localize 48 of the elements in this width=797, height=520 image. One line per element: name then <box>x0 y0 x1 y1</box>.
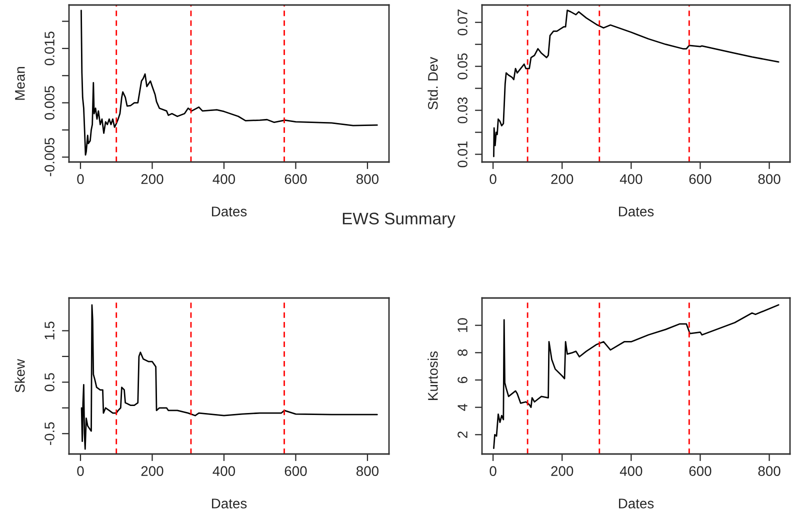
line-series <box>493 10 780 158</box>
x-tick-label: 600 <box>284 466 307 476</box>
x-tick-label: 400 <box>212 174 236 184</box>
x-tick-label: 0 <box>77 466 84 476</box>
y-tick-label: -0.5 <box>44 422 54 445</box>
y-tick-label: 0.5 <box>44 373 54 392</box>
y-tick-label: 0.07 <box>458 10 468 36</box>
y-axis-title: Mean <box>15 67 25 100</box>
x-tick-label: 400 <box>620 466 642 476</box>
line-series <box>80 304 378 450</box>
x-tick-label: 800 <box>758 466 780 476</box>
x-tick-label: 200 <box>141 466 164 476</box>
y-axis-title: Kurtosis <box>428 351 438 400</box>
x-tick-label: 200 <box>551 466 574 476</box>
x-tick-label: 200 <box>551 174 574 184</box>
y-tick-label: 0.05 <box>458 53 468 80</box>
x-tick-label: 800 <box>758 174 780 184</box>
y-axis-title: Skew <box>14 358 25 392</box>
y-tick-label: 8 <box>458 349 468 356</box>
x-axis-title: Dates <box>212 206 247 216</box>
y-tick-label: 0.005 <box>44 86 54 120</box>
y-axis-title: Std. Dev <box>428 56 438 110</box>
x-tick-label: 400 <box>620 174 642 184</box>
line-series <box>80 10 378 156</box>
x-tick-label: 600 <box>689 174 712 184</box>
y-tick-label: 0.015 <box>44 32 54 66</box>
x-tick-label: 0 <box>490 466 496 476</box>
y-tick-label: 1.5 <box>44 322 54 340</box>
x-tick-label: 600 <box>284 174 307 184</box>
line-series <box>493 304 780 450</box>
y-tick-label: 2 <box>458 431 468 438</box>
x-tick-label: 0 <box>77 174 84 184</box>
y-tick-label: 4 <box>458 404 468 411</box>
y-tick-label: -0.005 <box>44 138 54 176</box>
x-axis-title: Dates <box>619 206 654 216</box>
x-axis-title: Dates <box>619 498 654 508</box>
x-tick-label: 400 <box>212 466 236 476</box>
x-axis-title: Dates <box>212 498 247 508</box>
x-tick-label: 600 <box>689 466 712 476</box>
x-tick-label: 800 <box>356 174 379 184</box>
y-tick-label: 0.01 <box>458 141 468 168</box>
y-tick-label: 10 <box>458 318 468 332</box>
y-tick-label: 0.03 <box>458 97 468 124</box>
x-tick-label: 0 <box>490 174 496 184</box>
x-tick-label: 800 <box>356 466 379 476</box>
text: EWS Summary <box>342 212 456 228</box>
x-tick-label: 200 <box>141 174 164 184</box>
y-tick-label: 6 <box>458 376 468 384</box>
